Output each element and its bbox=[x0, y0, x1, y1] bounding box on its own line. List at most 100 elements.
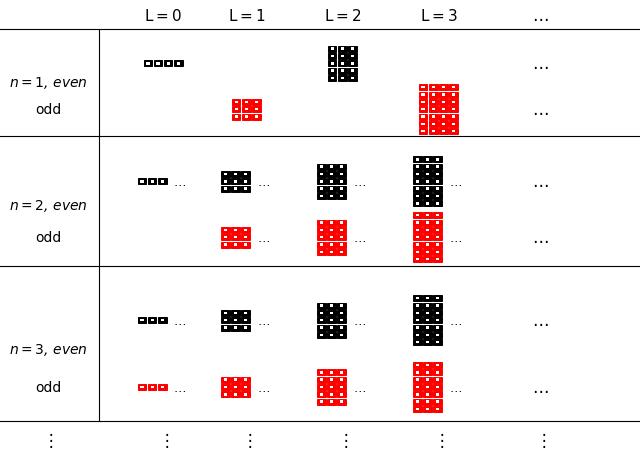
Bar bbox=[436, 251, 439, 254]
Bar bbox=[330, 251, 333, 254]
Bar bbox=[327, 220, 335, 226]
Text: $\ldots$: $\ldots$ bbox=[257, 314, 269, 327]
Bar bbox=[423, 186, 431, 192]
Bar bbox=[337, 227, 346, 233]
Bar bbox=[234, 229, 237, 232]
Bar bbox=[319, 222, 323, 225]
Bar bbox=[140, 181, 144, 183]
Bar bbox=[426, 214, 429, 217]
Bar bbox=[319, 237, 323, 239]
Bar bbox=[433, 201, 442, 207]
Bar bbox=[327, 179, 335, 185]
Bar bbox=[423, 213, 431, 219]
Bar bbox=[436, 159, 439, 161]
Bar bbox=[317, 186, 326, 192]
Bar bbox=[340, 195, 343, 198]
Bar bbox=[327, 377, 335, 383]
Bar bbox=[337, 392, 346, 398]
Bar bbox=[231, 384, 239, 390]
Bar bbox=[337, 303, 346, 309]
Bar bbox=[426, 173, 429, 176]
Bar bbox=[413, 164, 422, 170]
Bar bbox=[413, 310, 422, 316]
Bar bbox=[340, 244, 343, 246]
Bar bbox=[431, 109, 435, 111]
Bar bbox=[340, 166, 343, 169]
Bar bbox=[330, 63, 334, 65]
Bar bbox=[244, 319, 247, 322]
Bar bbox=[436, 258, 439, 261]
Bar bbox=[340, 181, 343, 183]
Bar bbox=[419, 92, 428, 98]
Bar bbox=[255, 116, 259, 119]
Bar bbox=[174, 61, 182, 67]
Bar bbox=[426, 222, 429, 225]
Text: $\mathrm{L}{=}3$: $\mathrm{L}{=}3$ bbox=[420, 8, 457, 24]
Bar bbox=[328, 76, 337, 82]
Bar bbox=[244, 312, 247, 314]
Bar bbox=[436, 181, 439, 183]
Bar bbox=[317, 172, 326, 178]
Bar bbox=[337, 377, 346, 383]
Bar bbox=[415, 364, 419, 367]
Bar bbox=[415, 258, 419, 261]
Bar bbox=[340, 379, 343, 381]
Bar bbox=[348, 46, 356, 52]
Bar bbox=[234, 101, 238, 104]
Bar bbox=[340, 326, 343, 329]
Bar bbox=[340, 173, 343, 176]
Bar bbox=[244, 109, 248, 111]
Bar bbox=[327, 164, 335, 170]
Bar bbox=[426, 188, 429, 191]
Bar bbox=[348, 61, 356, 67]
Bar bbox=[426, 400, 429, 403]
Bar bbox=[231, 172, 239, 178]
Bar bbox=[234, 312, 237, 314]
Bar bbox=[449, 122, 458, 128]
Bar bbox=[241, 179, 250, 185]
Bar bbox=[413, 213, 422, 219]
Text: $n = 3$, even: $n = 3$, even bbox=[9, 341, 87, 357]
Bar bbox=[449, 85, 458, 91]
Bar bbox=[244, 173, 247, 176]
Text: $\ldots$: $\ldots$ bbox=[532, 312, 549, 330]
Bar bbox=[413, 325, 422, 331]
Bar bbox=[231, 235, 239, 241]
Bar bbox=[319, 386, 323, 388]
Bar bbox=[330, 386, 333, 388]
Bar bbox=[158, 179, 166, 185]
Bar bbox=[439, 85, 447, 91]
Bar bbox=[221, 392, 230, 398]
Bar bbox=[319, 326, 323, 329]
Bar bbox=[413, 194, 422, 200]
Bar bbox=[234, 326, 237, 329]
Bar bbox=[436, 297, 439, 300]
Bar bbox=[439, 100, 447, 106]
Text: $\ldots$: $\ldots$ bbox=[532, 378, 549, 396]
Bar bbox=[328, 46, 337, 52]
Bar bbox=[413, 384, 422, 390]
Text: $\ldots$: $\ldots$ bbox=[532, 229, 549, 247]
Bar bbox=[340, 229, 343, 232]
Bar bbox=[423, 369, 431, 375]
Bar bbox=[423, 242, 431, 248]
Bar bbox=[433, 186, 442, 192]
Bar bbox=[241, 318, 250, 324]
Bar bbox=[244, 379, 247, 381]
Bar bbox=[415, 244, 419, 246]
Bar bbox=[150, 181, 154, 183]
Bar bbox=[221, 384, 230, 390]
Bar bbox=[234, 319, 237, 322]
Bar bbox=[415, 334, 419, 337]
Bar bbox=[415, 251, 419, 254]
Bar bbox=[223, 229, 227, 232]
Bar bbox=[422, 87, 425, 89]
Bar bbox=[449, 129, 458, 135]
Bar bbox=[319, 166, 323, 169]
Bar bbox=[415, 173, 419, 176]
Text: odd: odd bbox=[35, 231, 61, 244]
Bar bbox=[328, 61, 337, 67]
Bar bbox=[433, 249, 442, 256]
Bar bbox=[436, 393, 439, 396]
Bar bbox=[330, 222, 333, 225]
